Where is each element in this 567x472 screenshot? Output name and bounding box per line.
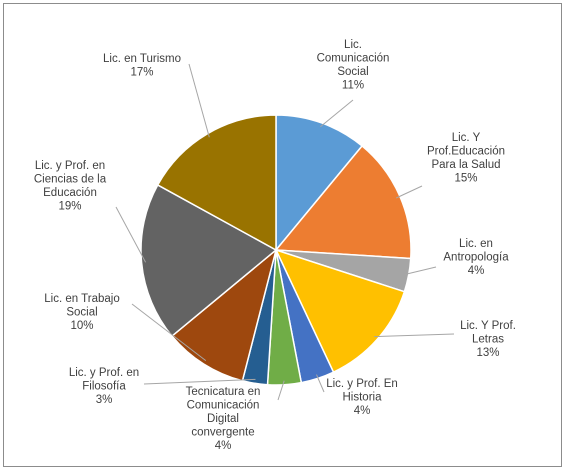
slice-label-6: Tecnicatura en Comunicación Digital converg…	[186, 386, 261, 452]
slice-percent-label: 3%	[96, 394, 113, 406]
pie-slice-10	[156, 114, 277, 252]
slice-category-label: Lic. y Prof. en	[35, 160, 105, 172]
slice-label-3: Lic. en Antropología 4%	[443, 238, 509, 277]
slice-percent-label: 15%	[454, 173, 477, 185]
pie-chart: Lic. Comunicación Social 11%Lic. Y Prof.Educ…	[34, 39, 516, 452]
slice-percent-label: 4%	[354, 405, 371, 417]
pie-slice-1	[275, 114, 364, 253]
leader-line-2	[395, 185, 423, 199]
slice-category-label: Filosofía	[82, 381, 126, 393]
slice-category-label: Lic. y Prof. En	[326, 378, 398, 390]
slice-category-label: Lic. Y	[452, 132, 481, 144]
slice-category-label: Ciencias de la	[34, 174, 107, 186]
slice-percent-label: 19%	[58, 201, 81, 213]
slice-label-1: Lic. Comunicación Social 11%	[317, 39, 390, 92]
chart-frame: Lic. Comunicación Social 11% Lic. Y Prof.Educ…	[3, 3, 562, 467]
slice-category-label: Lic. en	[459, 238, 493, 250]
slice-category-label: convergente	[191, 427, 254, 439]
leader-line-4	[374, 333, 455, 338]
slice-category-label: Lic. y Prof. en	[69, 367, 139, 379]
slice-category-label: Tecnicatura en	[186, 386, 261, 398]
slice-category-label: Lic. en Turismo	[103, 53, 181, 65]
slice-percent-label: 17%	[130, 67, 153, 79]
slice-category-label: Lic. Y Prof.	[460, 320, 516, 332]
slice-category-label: Digital	[207, 413, 239, 425]
slice-label-7: Lic. y Prof. en Filosofía 3%	[69, 367, 139, 406]
slice-category-label: Social	[66, 307, 97, 319]
slice-category-label: Social	[337, 66, 368, 78]
leader-line-9	[115, 206, 147, 263]
leader-line-10	[188, 63, 210, 138]
slice-category-label: Lic.	[344, 39, 362, 51]
slice-category-label: Prof.Educación	[427, 146, 505, 158]
pie-slice-9	[140, 183, 278, 338]
slice-percent-label: 11%	[342, 80, 364, 92]
slice-category-label: Para la Salud	[431, 159, 500, 171]
slice-percent-label: 4%	[468, 265, 485, 277]
slice-label-2: Lic. Y Prof.Educación Para la Salud 15%	[427, 132, 505, 185]
slice-category-label: Educación	[43, 187, 97, 199]
leader-line-7	[143, 378, 256, 385]
slice-label-9: Lic. y Prof. en Ciencias de la Educación 19…	[34, 160, 107, 213]
leader-line-6	[277, 380, 285, 401]
slice-percent-label: 13%	[476, 347, 499, 359]
leader-line-1	[320, 99, 354, 128]
slice-percent-label: 10%	[70, 320, 93, 332]
slice-label-10: Lic. en Turismo 17%	[103, 53, 181, 79]
slice-label-4: Lic. Y Prof. Letras 13%	[460, 320, 516, 359]
pie-slice-4	[274, 248, 406, 374]
slice-category-label: Antropología	[443, 252, 509, 264]
leader-line-5	[316, 374, 325, 393]
slice-label-8: Lic. en Trabajo Social 10%	[44, 293, 119, 332]
slice-category-label: Historia	[343, 392, 383, 404]
leader-line-3	[404, 266, 437, 275]
slice-percent-label: 4%	[215, 440, 232, 452]
slice-label-5: Lic. y Prof. En Historia 4%	[326, 378, 398, 417]
leader-line-8	[131, 303, 207, 361]
slice-category-label: Comunicación	[187, 400, 260, 412]
slice-category-label: Lic. en Trabajo	[44, 293, 119, 305]
slice-category-label: Letras	[472, 334, 504, 346]
slice-category-label: Comunicación	[317, 53, 390, 65]
